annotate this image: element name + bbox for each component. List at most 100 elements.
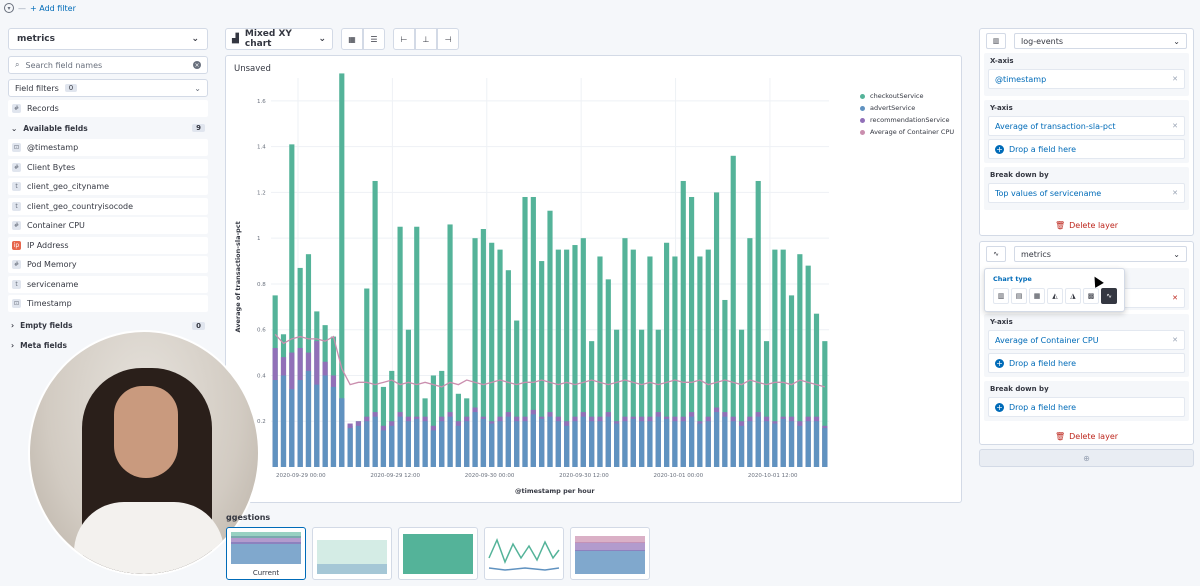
bar-advertservice [455,425,461,467]
bar-advertservice [672,421,678,467]
bar-checkoutservice [589,341,595,467]
chart-switch-button[interactable]: ▟ Mixed XY chart ⌄ [225,28,333,50]
clear-icon[interactable]: × [193,61,201,69]
bar-checkoutservice [822,341,828,467]
trash-icon: 🗑 [1054,220,1066,230]
remove-icon[interactable]: ✕ [1172,122,1178,130]
field-item[interactable]: # Pod Memory [8,256,208,273]
field-item[interactable]: # Container CPU [8,217,208,234]
right-axis-button[interactable]: ⊣ [437,28,459,50]
empty-fields-toggle[interactable]: › Empty fields 0 [8,317,208,334]
suggestion-2[interactable] [312,527,392,580]
bar-advertservice [597,421,603,467]
field-item[interactable]: ip IP Address [8,236,208,254]
bar-advertservice [547,416,553,467]
chevron-down-icon: ⌄ [1173,249,1180,259]
remove-icon[interactable]: ✕ [1172,75,1178,83]
bar-advertservice [280,375,287,467]
available-fields-label: Available fields [23,123,88,133]
legend-item[interactable]: recommendationService [860,114,954,126]
field-item[interactable]: t servicename [8,275,208,293]
remove-icon[interactable]: ✕ [1172,189,1178,197]
line-container-cpu [274,333,826,388]
index-pattern-selector[interactable]: metrics ⌄ [8,28,208,50]
presenter-shirt [74,502,224,574]
chart-type-options: ▥ ▤ ▦ ◭ ◮ ▩ ∿ [993,288,1117,304]
layer-index-selector[interactable]: log-events ⌄ [1014,33,1187,49]
breakdown-drop-zone[interactable]: + Drop a field here [988,397,1185,417]
field-item[interactable]: t client_geo_countryisocode [8,197,208,215]
bar-checkoutservice [813,313,820,467]
field-name: Pod Memory [27,260,77,269]
index-pattern-value: metrics [17,34,55,44]
available-fields-list: ⊡ @timestamp # Client Bytes t client_geo_city… [8,139,208,312]
values-settings-button[interactable]: ▦ [341,28,363,50]
line-icon[interactable]: ∿ [1101,288,1117,304]
left-axis-button[interactable]: ⊢ [393,28,415,50]
bar-checkoutservice [472,238,478,467]
bar-checkoutservice [680,180,686,467]
bar-chart-icon[interactable]: ▥ [986,33,1006,49]
x-axis-dimension[interactable]: @timestamp ✕ [988,69,1185,89]
bar-advertservice [655,416,661,467]
bar-advertservice [539,418,545,467]
y-axis-dimension[interactable]: Average of transaction-sla-pct ✕ [988,116,1185,136]
suggestion-4[interactable] [484,527,564,580]
field-search[interactable]: ⌕ Search field names × [8,56,208,74]
suggestion-current-label: Current [252,569,280,577]
remove-icon[interactable]: ✕ [1172,336,1178,344]
field-records[interactable]: # Records [8,99,208,117]
bar-percentage-icon[interactable]: ▦ [1029,288,1045,304]
field-item[interactable]: # Client Bytes [8,158,208,176]
legend-item[interactable]: checkoutService [860,90,954,102]
bar-advertservice [314,384,320,467]
bar-checkoutservice [630,249,636,467]
available-fields-toggle[interactable]: ⌄ Available fields 9 [8,120,208,137]
chart-svg: 0.2 0.4 0.6 0.8 1 1.2 1.4 1.6 2020-09-29 00:00 20… [234,73,829,495]
bar-checkoutservice [755,180,761,467]
bar-advertservice [822,428,828,467]
area-stacked-icon[interactable]: ◮ [1065,288,1081,304]
drop-label: Drop a field here [1009,358,1077,368]
y-tick-label: 1.2 [257,190,266,196]
field-item[interactable]: t client_geo_cityname [8,178,208,195]
bar-stacked-icon[interactable]: ▤ [1011,288,1027,304]
area-percentage-icon[interactable]: ▩ [1083,288,1099,304]
y-axis-drop-zone[interactable]: + Drop a field here [988,139,1185,159]
breakdown-title: Break down by [990,171,1049,179]
legend-item[interactable]: Average of Container CPU [860,126,954,138]
bar-vertical-icon[interactable]: ▥ [993,288,1009,304]
bar-checkoutservice [564,249,570,467]
delete-layer-button[interactable]: 🗑 Delete layer [980,214,1193,236]
meta-fields-toggle[interactable]: › Meta fields [8,337,208,354]
legend-item[interactable]: advertService [860,102,954,114]
add-layer-button[interactable]: ⊕ [979,449,1194,467]
filter-options-icon[interactable]: ▾ [4,3,14,13]
remove-icon[interactable]: ✕ [1172,294,1178,302]
area-icon[interactable]: ◭ [1047,288,1063,304]
layer-index-selector[interactable]: metrics ⌄ [1014,246,1187,262]
bar-checkoutservice [372,180,378,467]
field-item[interactable]: ⊡ @timestamp [8,139,208,156]
bar-checkoutservice [605,279,611,467]
bar-advertservice [555,421,561,467]
suggestion-3[interactable] [398,527,478,580]
add-filter-link[interactable]: + Add filter [30,3,76,13]
drop-label: Drop a field here [1009,144,1077,154]
suggestion-5[interactable] [570,527,650,580]
layer-header: ∿ metrics ⌄ [980,242,1193,266]
legend-settings-button[interactable]: ☰ [363,28,385,50]
breakdown-dimension[interactable]: Top values of servicename ✕ [988,183,1185,203]
bar-checkoutservice [763,341,770,467]
line-chart-icon[interactable]: ∿ [986,246,1006,262]
bottom-axis-button[interactable]: ⊥ [415,28,437,50]
bar-checkoutservice [522,196,528,468]
field-item[interactable]: ⊡ Timestamp [8,295,208,312]
field-filters-dropdown[interactable]: Field filters 0 ⌄ [8,79,208,97]
y-axis-dimension[interactable]: Average of Container CPU ✕ [988,330,1185,350]
y-axis-drop-zone[interactable]: + Drop a field here [988,353,1185,373]
suggestion-current[interactable]: Current [226,527,306,580]
plus-icon: + [995,402,1004,412]
trash-icon: 🗑 [1054,431,1066,441]
delete-layer-button[interactable]: 🗑 Delete layer [980,425,1193,447]
